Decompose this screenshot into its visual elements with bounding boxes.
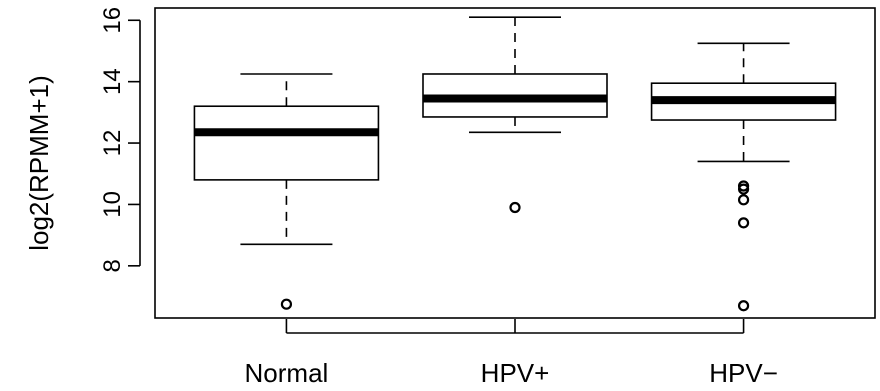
outlier-point <box>737 300 750 312</box>
y-tick-label: 8 <box>99 259 126 272</box>
plot-frame <box>154 7 876 319</box>
y-axis: 8 10 12 14 16 <box>99 7 141 273</box>
boxes-layer <box>193 16 837 312</box>
y-axis-title: log2(RPMM+1) <box>24 75 54 251</box>
box-2 <box>650 42 837 312</box>
x-category-label: HPV− <box>709 358 778 388</box>
outlier-point <box>280 298 293 310</box>
x-category-label: HPV+ <box>481 358 550 388</box>
box-1 <box>422 16 608 214</box>
y-tick-label: 12 <box>99 130 126 157</box>
y-tick-label: 14 <box>99 68 126 95</box>
y-tick-label: 10 <box>99 191 126 218</box>
x-axis: Normal HPV+ HPV− <box>245 319 778 388</box>
x-category-label: Normal <box>245 358 329 388</box>
outlier-point <box>737 183 750 195</box>
box-iqr <box>193 105 380 181</box>
box-0 <box>193 73 380 310</box>
outlier-point <box>737 194 750 206</box>
y-tick-label: 16 <box>99 7 126 34</box>
outlier-point <box>509 201 521 214</box>
outlier-point <box>737 217 750 229</box>
